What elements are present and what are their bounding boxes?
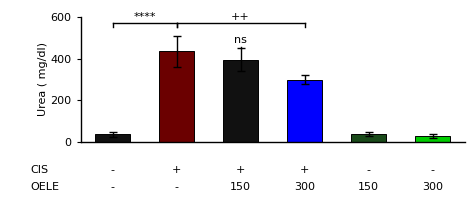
- Text: 300: 300: [422, 182, 443, 192]
- Bar: [287, 80, 322, 142]
- Text: 150: 150: [358, 182, 379, 192]
- Bar: [159, 51, 194, 142]
- Text: ****: ****: [133, 12, 156, 22]
- Text: ++: ++: [231, 12, 250, 22]
- Text: -: -: [174, 182, 179, 192]
- Text: +: +: [300, 165, 309, 175]
- Text: OELE: OELE: [31, 182, 60, 192]
- Text: +: +: [172, 165, 181, 175]
- Y-axis label: Urea ( mg/dl): Urea ( mg/dl): [37, 42, 48, 116]
- Bar: [351, 134, 386, 142]
- Text: -: -: [110, 182, 115, 192]
- Text: -: -: [110, 165, 115, 175]
- Bar: [95, 134, 130, 142]
- Bar: [223, 60, 258, 142]
- Text: ns: ns: [234, 35, 247, 45]
- Text: CIS: CIS: [31, 165, 49, 175]
- Text: -: -: [366, 165, 371, 175]
- Text: 150: 150: [230, 182, 251, 192]
- Text: 300: 300: [294, 182, 315, 192]
- Text: +: +: [236, 165, 245, 175]
- Bar: [415, 136, 450, 142]
- Text: -: -: [430, 165, 435, 175]
